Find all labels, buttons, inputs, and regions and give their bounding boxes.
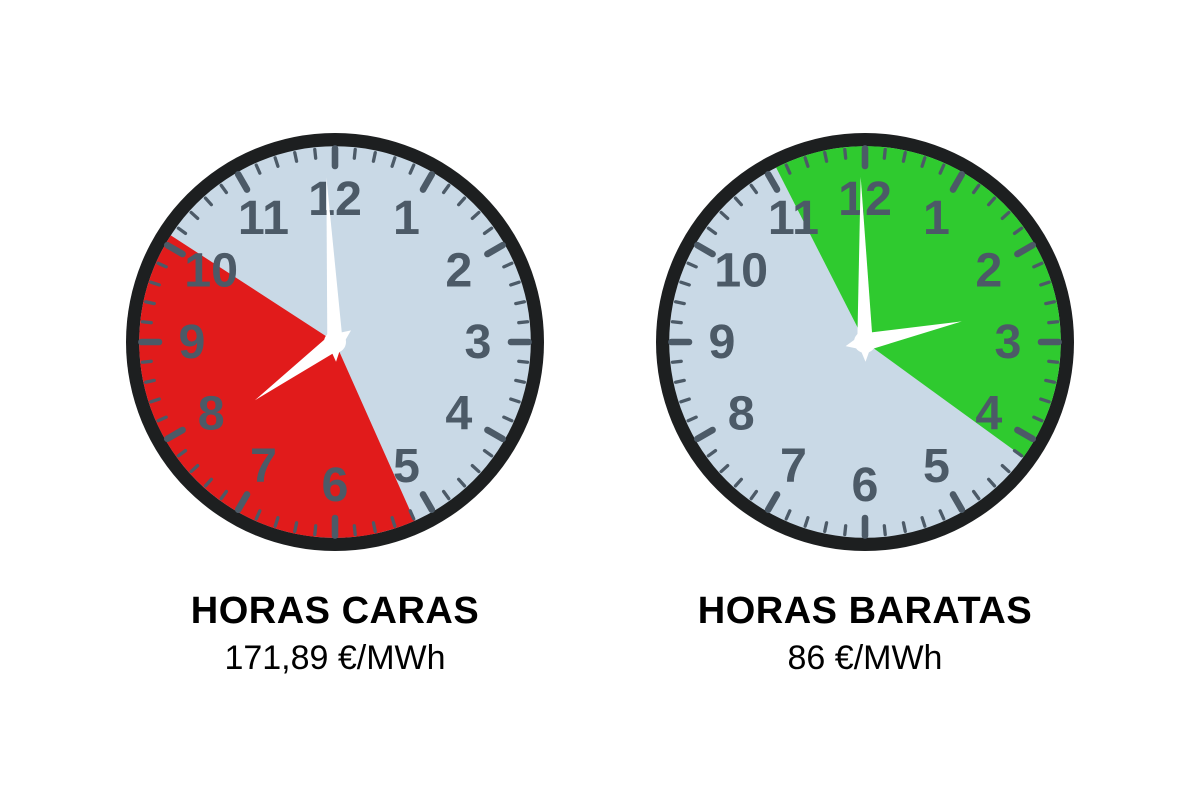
svg-text:10: 10	[714, 244, 768, 298]
svg-text:3: 3	[465, 315, 492, 369]
expensive-title: HORAS CARAS	[191, 590, 479, 633]
clock-svg-left: 123456789101112	[115, 122, 555, 562]
svg-text:2: 2	[445, 244, 472, 298]
svg-text:1: 1	[393, 191, 420, 245]
clock-svg-right: 123456789101112	[645, 122, 1085, 562]
svg-text:7: 7	[250, 439, 277, 493]
svg-text:2: 2	[975, 244, 1002, 298]
svg-text:8: 8	[728, 387, 755, 441]
svg-text:11: 11	[768, 191, 819, 245]
svg-text:9: 9	[709, 315, 736, 369]
svg-text:11: 11	[238, 191, 289, 245]
cheap-price: 86 €/MWh	[788, 639, 943, 678]
expensive-price: 171,89 €/MWh	[224, 639, 445, 678]
svg-text:5: 5	[923, 439, 950, 493]
svg-text:6: 6	[322, 458, 349, 512]
svg-text:3: 3	[995, 315, 1022, 369]
svg-text:1: 1	[923, 191, 950, 245]
svg-text:10: 10	[184, 244, 238, 298]
expensive-hours-clock: 123456789101112	[115, 122, 555, 562]
svg-text:8: 8	[198, 387, 225, 441]
svg-text:9: 9	[179, 315, 206, 369]
svg-text:4: 4	[975, 387, 1002, 441]
cheap-hours-clock: 123456789101112	[645, 122, 1085, 562]
svg-text:5: 5	[393, 439, 420, 493]
svg-text:4: 4	[445, 387, 472, 441]
svg-text:6: 6	[852, 458, 879, 512]
svg-text:7: 7	[780, 439, 807, 493]
expensive-hours-panel: 123456789101112 HORAS CARAS 171,89 €/MWh	[115, 122, 555, 678]
cheap-title: HORAS BARATAS	[698, 590, 1032, 633]
svg-text:12: 12	[308, 172, 362, 226]
cheap-hours-panel: 123456789101112 HORAS BARATAS 86 €/MWh	[645, 122, 1085, 678]
svg-text:12: 12	[838, 172, 892, 226]
